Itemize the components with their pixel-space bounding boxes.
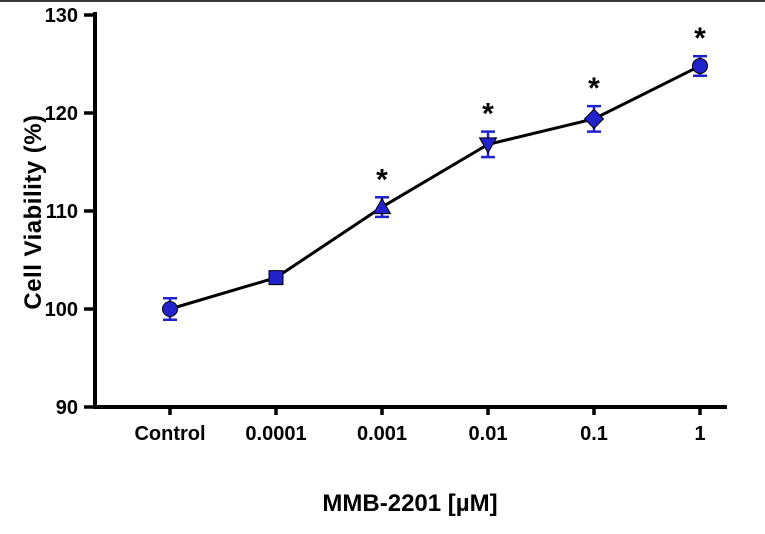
data-line	[169, 64, 701, 311]
significance-asterisk: *	[376, 163, 388, 196]
data-point-triangle-up	[372, 197, 392, 215]
y-tick-label: 110	[46, 201, 78, 223]
data-point-circle	[692, 57, 708, 74]
x-tick-label: 0.001	[357, 423, 407, 445]
significance-asterisk: *	[588, 72, 600, 105]
x-tick-label: 1	[694, 423, 705, 445]
x-tick-label: 0.1	[580, 423, 608, 445]
y-tick-label: 130	[45, 5, 78, 27]
x-tick-label: 0.01	[469, 423, 508, 445]
y-tick-label: 100	[45, 299, 78, 321]
x-tick-label: 0.0001	[245, 423, 306, 445]
line-chart-canvas: 90 100 110 120 130 Control 0.0001 0.001 0.01 0.1 1…	[45, 5, 727, 445]
x-axis-title: MMB-2201 [µM]	[322, 490, 498, 517]
data-point-circle	[162, 301, 178, 317]
y-tick-label: 90	[56, 397, 78, 419]
significance-asterisk: *	[482, 98, 494, 131]
data-point-triangle-down	[478, 137, 498, 154]
x-tick-label: Control	[134, 423, 205, 445]
significance-asterisk: *	[694, 22, 706, 55]
y-tick-label: 120	[45, 103, 78, 125]
data-point-diamond	[583, 108, 605, 130]
data-point-square	[268, 270, 284, 286]
